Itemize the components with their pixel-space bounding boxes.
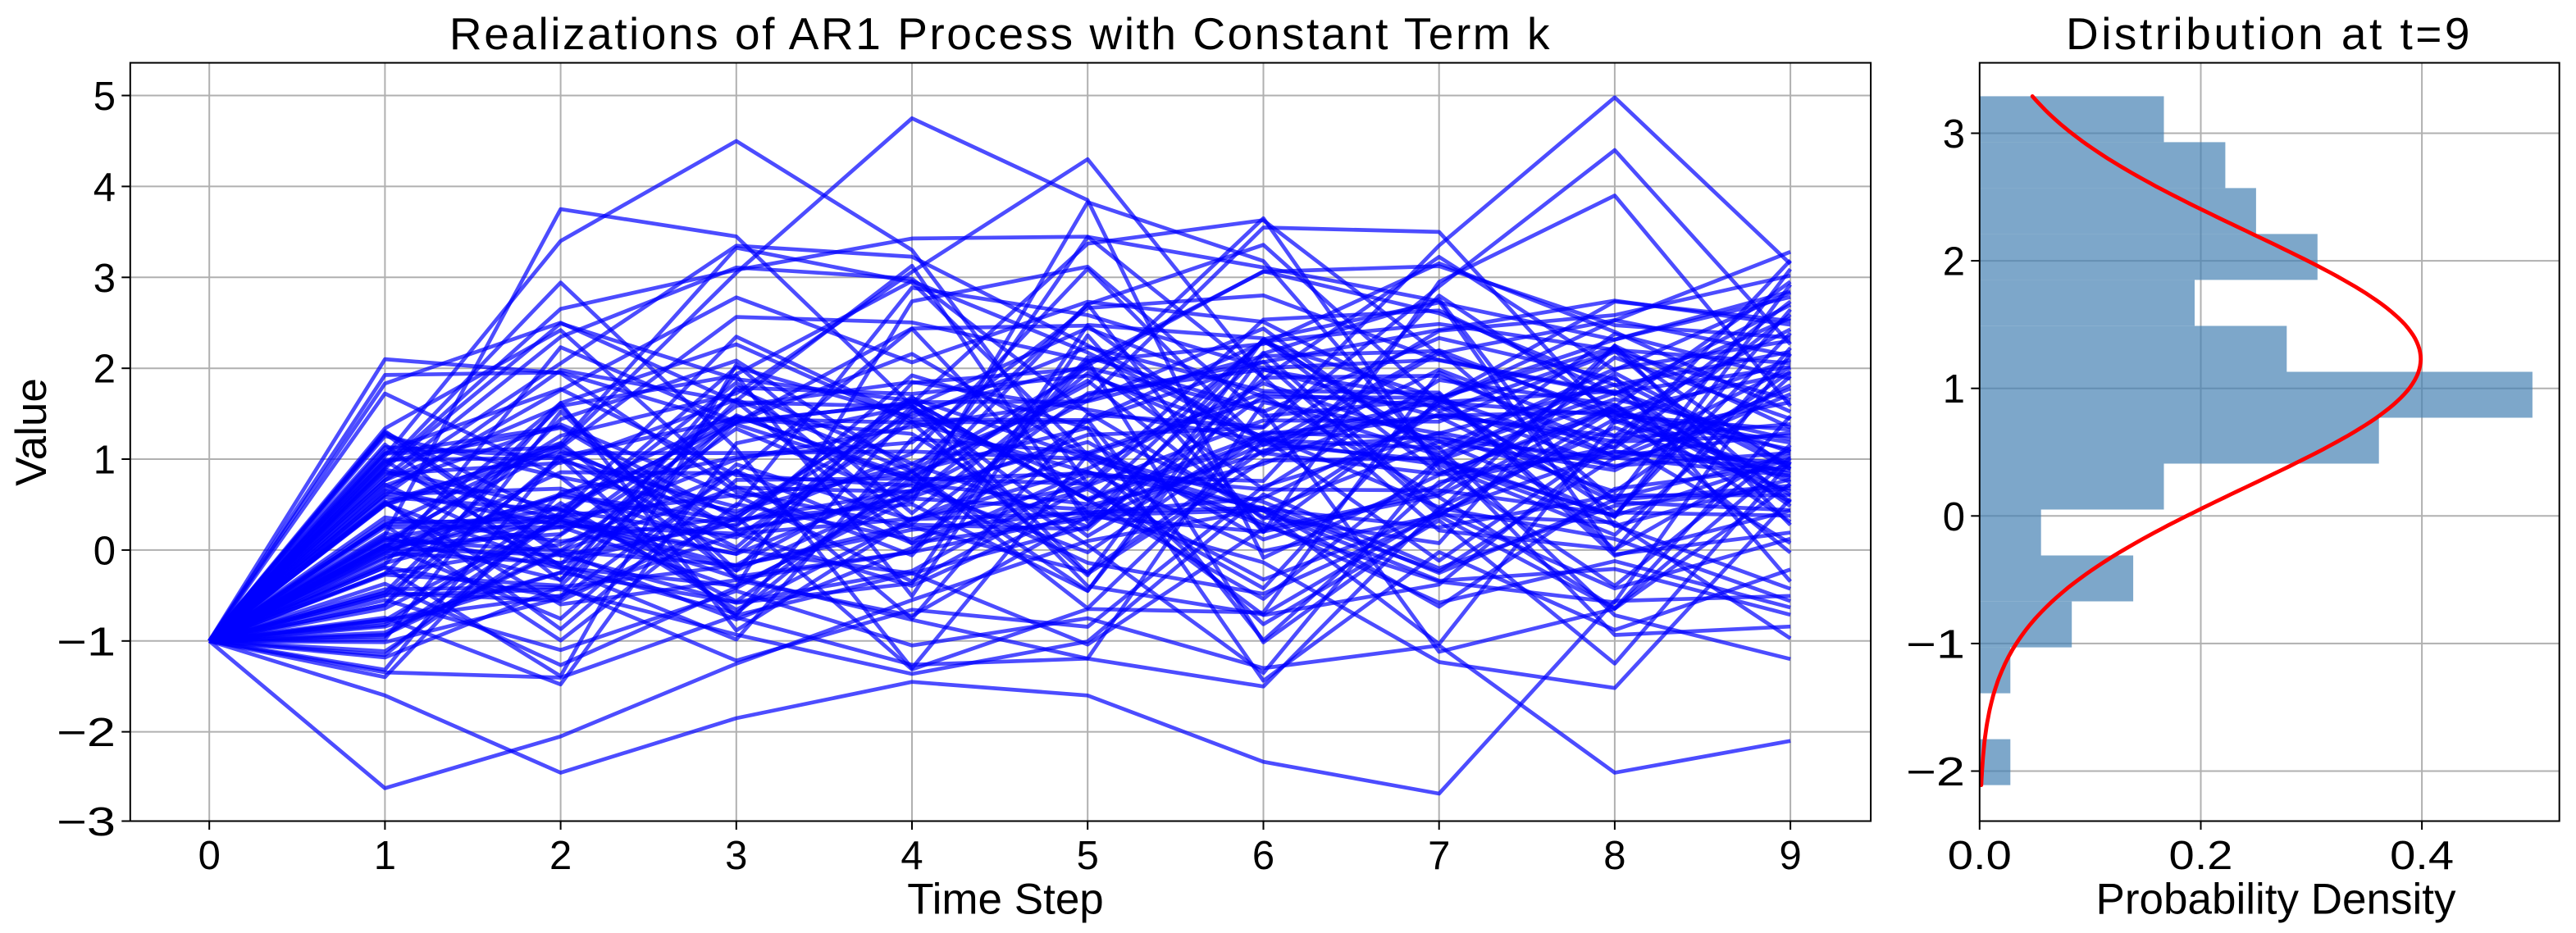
svg-text:0: 0 xyxy=(1943,495,1965,539)
svg-text:−2: −2 xyxy=(57,711,116,755)
svg-text:0.0: 0.0 xyxy=(1948,834,2012,878)
svg-text:3: 3 xyxy=(1943,112,1965,157)
svg-text:Realizations of AR1 Process wi: Realizations of AR1 Process with Constan… xyxy=(449,8,1552,59)
svg-text:Probability Density: Probability Density xyxy=(2096,876,2456,924)
svg-text:4: 4 xyxy=(93,166,116,210)
svg-text:0.4: 0.4 xyxy=(2390,834,2454,878)
svg-text:5: 5 xyxy=(93,75,116,119)
svg-text:Time Step: Time Step xyxy=(907,876,1104,924)
svg-text:1: 1 xyxy=(374,834,396,878)
svg-text:−3: −3 xyxy=(57,800,116,844)
svg-text:−1: −1 xyxy=(1906,622,1965,667)
svg-text:Value: Value xyxy=(7,378,56,486)
svg-text:2: 2 xyxy=(93,348,116,392)
svg-text:2: 2 xyxy=(549,834,572,878)
svg-text:6: 6 xyxy=(1252,834,1274,878)
svg-text:2: 2 xyxy=(1943,240,1965,284)
svg-text:0: 0 xyxy=(93,529,116,573)
svg-text:3: 3 xyxy=(725,834,747,878)
svg-text:1: 1 xyxy=(93,439,116,483)
svg-text:Distribution at t=9: Distribution at t=9 xyxy=(2066,8,2473,59)
svg-text:8: 8 xyxy=(1603,834,1625,878)
svg-text:5: 5 xyxy=(1077,834,1099,878)
svg-text:1: 1 xyxy=(1943,367,1965,412)
svg-text:9: 9 xyxy=(1779,834,1801,878)
svg-text:0: 0 xyxy=(198,834,221,878)
svg-text:7: 7 xyxy=(1428,834,1450,878)
svg-text:−1: −1 xyxy=(57,620,116,664)
svg-text:−2: −2 xyxy=(1906,750,1965,794)
svg-text:4: 4 xyxy=(900,834,923,878)
svg-text:0.2: 0.2 xyxy=(2169,834,2233,878)
svg-text:3: 3 xyxy=(93,257,116,301)
